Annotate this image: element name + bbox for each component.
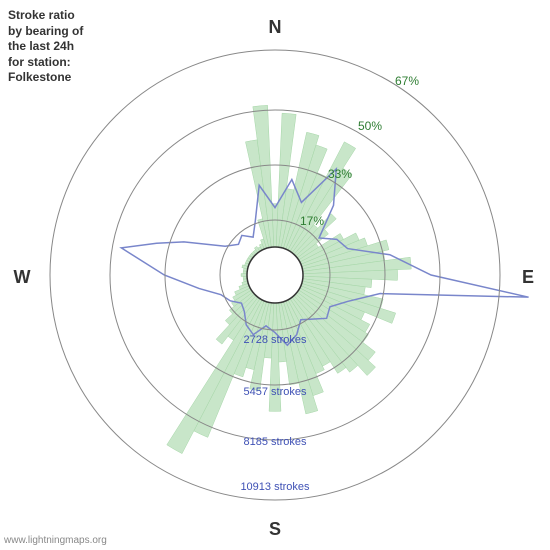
polar-chart: N E S W 17% 33% 50% 67% 2728 strokes 5457 strokes…: [0, 0, 550, 550]
ratio-label: 33%: [328, 167, 352, 181]
ratio-label: 17%: [300, 214, 324, 228]
stroke-label: 5457 strokes: [244, 386, 307, 398]
stroke-label: 2728 strokes: [244, 334, 307, 346]
compass-W: W: [14, 267, 31, 287]
compass-N: N: [269, 17, 282, 37]
compass-S: S: [269, 519, 281, 539]
ratio-label: 50%: [358, 119, 382, 133]
compass-E: E: [522, 267, 534, 287]
stroke-label: 10913 strokes: [240, 481, 310, 493]
center-hole: [247, 247, 303, 303]
stroke-label: 8185 strokes: [244, 436, 307, 448]
ratio-label: 67%: [395, 74, 419, 88]
